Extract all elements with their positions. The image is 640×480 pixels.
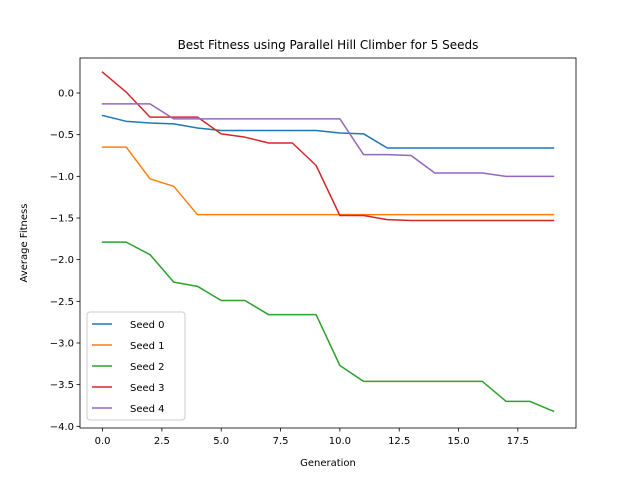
series-lines [101,71,555,413]
legend-label-4: Seed 4 [130,404,165,415]
legend-box [86,311,186,421]
y-tick-label: 0.0 [58,89,74,100]
y-tick-label: −1.0 [50,172,74,183]
x-tick-label: 12.5 [388,436,410,447]
y-tick-label: −1.5 [50,214,74,225]
series-line-1 [101,146,555,216]
legend: Seed 0 Seed 1 Seed 2 Seed 3 Seed 4 [86,311,186,421]
y-tick-label: −3.5 [50,380,74,391]
y-tick-label: −4.0 [50,422,74,433]
y-tick-label: −0.5 [50,130,74,141]
x-tick-label: 0.0 [95,436,111,447]
x-tick-label: 7.5 [273,436,289,447]
legend-label-0: Seed 0 [130,320,165,331]
legend-label-3: Seed 3 [130,383,165,394]
chart-title: Best Fitness using Parallel Hill Climber… [178,38,479,52]
y-tick-label: −2.0 [50,255,74,266]
plot-frame [79,57,577,429]
y-tick-label: −2.5 [50,297,74,308]
y-axis: 0.0 −0.5 −1.0 −1.5 −2.0 −2.5 −3.0 −3.5 −4.0 [50,89,80,433]
x-axis-title: Generation [300,458,356,469]
legend-label-2: Seed 2 [130,362,165,373]
series-line-3 [101,71,555,222]
x-tick-label: 17.5 [507,436,529,447]
y-axis-title: Average Fitness [19,204,30,283]
legend-label-1: Seed 1 [130,341,165,352]
x-tick-label: 15.0 [447,436,469,447]
x-tick-label: 5.0 [213,436,229,447]
series-line-2 [101,241,555,413]
x-tick-label: 10.0 [329,436,351,447]
x-axis: 0.0 2.5 5.0 7.5 10.0 12.5 15.0 17.5 [95,428,529,447]
y-tick-label: −3.0 [50,339,74,350]
x-tick-label: 2.5 [154,436,170,447]
series-line-0 [101,114,555,149]
series-line-4 [101,103,555,178]
